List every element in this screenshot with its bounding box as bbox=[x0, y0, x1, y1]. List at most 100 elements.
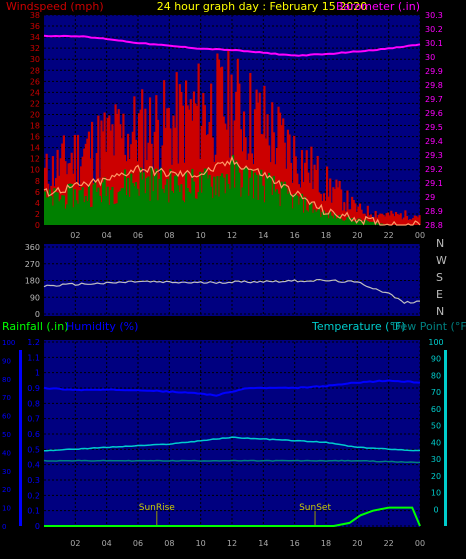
barometer-tick-label: 29.8 bbox=[425, 81, 443, 90]
temperature-axis-bar bbox=[444, 350, 447, 526]
humidity-tick-label: 10 bbox=[2, 505, 11, 513]
humidity-tick-label: 100 bbox=[2, 339, 15, 347]
time-tick-label: 12 bbox=[227, 231, 237, 240]
temperature-tick-label: 50 bbox=[431, 422, 441, 431]
rainfall-tick-label: 0 bbox=[35, 522, 40, 531]
barometer-tick-label: 30.1 bbox=[425, 39, 443, 48]
compass-label: N bbox=[436, 237, 444, 250]
barometer-tick-label: 29.9 bbox=[425, 67, 443, 76]
humidity-tick-label: 20 bbox=[2, 486, 11, 494]
humidity-axis-title: Humidity (%) bbox=[66, 320, 138, 333]
direction-tick-label: 90 bbox=[30, 293, 40, 302]
direction-tick-label: 360 bbox=[25, 243, 40, 252]
humidity-tick-label: 80 bbox=[2, 376, 11, 384]
barometer-tick-label: 30 bbox=[425, 53, 435, 62]
time-tick-label: 06 bbox=[133, 231, 143, 240]
barometer-tick-label: 29.2 bbox=[425, 165, 443, 174]
time-tick-label: 16 bbox=[290, 539, 300, 548]
humidity-tick-label: 70 bbox=[2, 394, 11, 402]
rainfall-tick-label: 1.2 bbox=[27, 338, 40, 347]
temperature-tick-label: 90 bbox=[431, 355, 441, 364]
temperature-tick-label: 100 bbox=[428, 338, 443, 347]
time-tick-label: 04 bbox=[102, 539, 112, 548]
humidity-tick-label: 60 bbox=[2, 413, 11, 421]
time-tick-label: 04 bbox=[102, 231, 112, 240]
time-tick-label: 16 bbox=[290, 231, 300, 240]
time-tick-label: 18 bbox=[321, 231, 331, 240]
barometer-tick-label: 29.6 bbox=[425, 109, 443, 118]
time-tick-label: 20 bbox=[352, 231, 362, 240]
barometer-axis-title: Barometer (.in) bbox=[336, 0, 420, 13]
windspeed-tick-label: 38 bbox=[30, 11, 40, 20]
sunset-label: SunSet bbox=[299, 503, 331, 513]
rainfall-tick-label: 1 bbox=[35, 369, 40, 378]
rainfall-axis-title: Rainfall (.in) bbox=[2, 320, 69, 333]
time-tick-label: 08 bbox=[164, 231, 174, 240]
rainfall-tick-label: 0.2 bbox=[27, 491, 40, 500]
dewpoint-axis-title: Dew Point (°F) bbox=[392, 320, 466, 333]
rainfall-tick-label: 0.8 bbox=[27, 399, 40, 408]
rainfall-tick-label: 0.9 bbox=[27, 384, 40, 393]
time-tick-label: 18 bbox=[321, 539, 331, 548]
windspeed-tick-label: 12 bbox=[30, 155, 40, 164]
barometer-tick-label: 28.9 bbox=[425, 207, 443, 216]
time-tick-label: 02 bbox=[70, 539, 80, 548]
humidity-tick-label: 0 bbox=[2, 523, 6, 531]
compass-label: S bbox=[436, 271, 443, 284]
time-tick-label: 12 bbox=[227, 539, 237, 548]
windspeed-tick-label: 10 bbox=[30, 166, 40, 175]
direction-tick-label: 180 bbox=[25, 277, 40, 286]
time-tick-label: 22 bbox=[384, 231, 394, 240]
time-tick-label: 20 bbox=[352, 539, 362, 548]
barometer-tick-label: 30.2 bbox=[425, 25, 443, 34]
time-tick-label: 06 bbox=[133, 539, 143, 548]
direction-tick-label: 270 bbox=[25, 260, 40, 269]
barometer-tick-label: 29.1 bbox=[425, 179, 443, 188]
windspeed-tick-label: 28 bbox=[30, 66, 40, 75]
time-tick-label: 00 bbox=[415, 539, 425, 548]
time-tick-label: 22 bbox=[384, 539, 394, 548]
rainfall-tick-label: 0.5 bbox=[27, 445, 40, 454]
rainfall-tick-label: 0.6 bbox=[27, 430, 40, 439]
temperature-tick-label: 70 bbox=[431, 388, 441, 397]
windspeed-tick-label: 18 bbox=[30, 122, 40, 131]
barometer-tick-label: 30.3 bbox=[425, 11, 443, 20]
direction-tick-label: 0 bbox=[35, 310, 40, 319]
rainfall-tick-label: 0.1 bbox=[27, 507, 40, 516]
windspeed-tick-label: 22 bbox=[30, 99, 40, 108]
temperature-tick-label: 10 bbox=[431, 489, 441, 498]
temperature-tick-label: 60 bbox=[431, 405, 441, 414]
humidity-tick-label: 90 bbox=[2, 357, 11, 365]
windspeed-tick-label: 14 bbox=[30, 144, 40, 153]
windspeed-tick-label: 2 bbox=[35, 210, 40, 219]
windspeed-tick-label: 32 bbox=[30, 44, 40, 53]
humidity-tick-label: 30 bbox=[2, 468, 11, 476]
compass-label: E bbox=[436, 288, 443, 301]
windspeed-tick-label: 26 bbox=[30, 77, 40, 86]
time-tick-label: 00 bbox=[415, 231, 425, 240]
barometer-tick-label: 28.8 bbox=[425, 221, 443, 230]
windspeed-tick-label: 34 bbox=[30, 33, 40, 42]
humidity-tick-label: 50 bbox=[2, 431, 11, 439]
temperature-tick-label: 0 bbox=[433, 505, 438, 514]
temperature-tick-label: 30 bbox=[431, 455, 441, 464]
time-tick-label: 14 bbox=[258, 539, 268, 548]
humidity-axis-bar bbox=[19, 350, 22, 526]
temperature-tick-label: 80 bbox=[431, 371, 441, 380]
sunrise-label: SunRise bbox=[139, 503, 176, 513]
rainfall-tick-label: 1.1 bbox=[27, 353, 40, 362]
compass-label: N bbox=[436, 305, 444, 318]
barometer-tick-label: 29.3 bbox=[425, 151, 443, 160]
time-tick-label: 08 bbox=[164, 539, 174, 548]
rainfall-tick-label: 0.3 bbox=[27, 476, 40, 485]
barometer-tick-label: 29 bbox=[425, 193, 435, 202]
windspeed-tick-label: 8 bbox=[35, 177, 40, 186]
windspeed-tick-label: 24 bbox=[30, 88, 40, 97]
barometer-tick-label: 29.7 bbox=[425, 95, 443, 104]
windspeed-axis-title: Windspeed (mph) bbox=[6, 0, 104, 13]
windspeed-tick-label: 6 bbox=[35, 188, 40, 197]
temperature-tick-label: 40 bbox=[431, 438, 441, 447]
windspeed-tick-label: 16 bbox=[30, 133, 40, 142]
windspeed-tick-label: 20 bbox=[30, 110, 40, 119]
